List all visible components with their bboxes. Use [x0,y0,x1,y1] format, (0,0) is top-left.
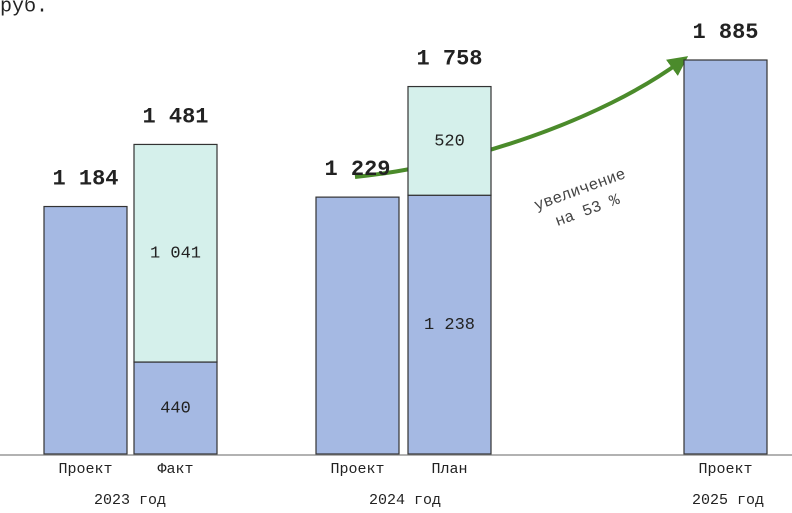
x-tick-label: Проект [330,461,384,478]
growth-arrow [354,56,689,179]
segment-label: 1 238 [424,316,475,335]
x-tick-label: План [431,461,467,478]
segment-label: 1 041 [150,245,201,264]
segment-label: 520 [434,132,465,151]
bar-segment [133,361,218,455]
x-tick-label: Факт [157,461,193,478]
group-label: 2023 год [94,492,166,509]
bar-segment [407,85,492,196]
bar-segment [683,59,768,455]
group-label: 2025 год [692,492,764,509]
total-label: 1 758 [416,46,482,71]
total-label: 1 229 [324,157,390,182]
subtitle: руб. [0,0,48,18]
x-tick-label: Проект [698,461,752,478]
x-tick-label: Проект [58,461,112,478]
annotation: увеличение на 53 % [532,165,628,231]
bar-segment [407,194,492,455]
total-label: 1 481 [142,104,208,129]
total-label: 1 184 [52,166,118,191]
bar-segment [133,143,218,363]
total-label: 1 885 [692,20,758,45]
segment-label: 440 [160,400,191,419]
group-label: 2024 год [369,492,441,509]
bar-segment [315,196,400,455]
bar-segment [43,205,128,455]
